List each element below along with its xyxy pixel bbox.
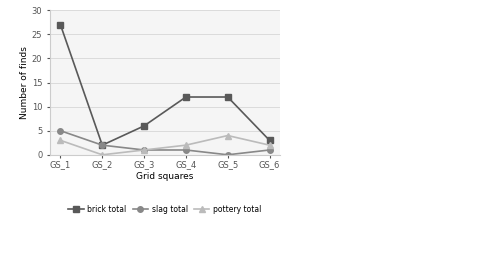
brick total <box>100 144 105 147</box>
Line: slag total: slag total <box>58 128 272 158</box>
Line: pottery total: pottery total <box>58 133 272 158</box>
slag total <box>141 148 147 151</box>
slag total <box>183 148 189 151</box>
slag total <box>266 148 272 151</box>
brick total <box>224 95 230 99</box>
pottery total <box>141 148 147 151</box>
Line: brick total: brick total <box>58 22 272 148</box>
Legend: brick total, slag total, pottery total: brick total, slag total, pottery total <box>66 202 264 217</box>
pottery total <box>100 153 105 156</box>
brick total <box>266 139 272 142</box>
brick total <box>183 95 189 99</box>
slag total <box>58 129 64 132</box>
Y-axis label: Number of finds: Number of finds <box>20 46 29 119</box>
pottery total <box>266 144 272 147</box>
brick total <box>141 124 147 127</box>
pottery total <box>224 134 230 137</box>
brick total <box>58 23 64 26</box>
slag total <box>224 153 230 156</box>
slag total <box>100 144 105 147</box>
pottery total <box>58 139 64 142</box>
X-axis label: Grid squares: Grid squares <box>136 172 194 181</box>
pottery total <box>183 144 189 147</box>
